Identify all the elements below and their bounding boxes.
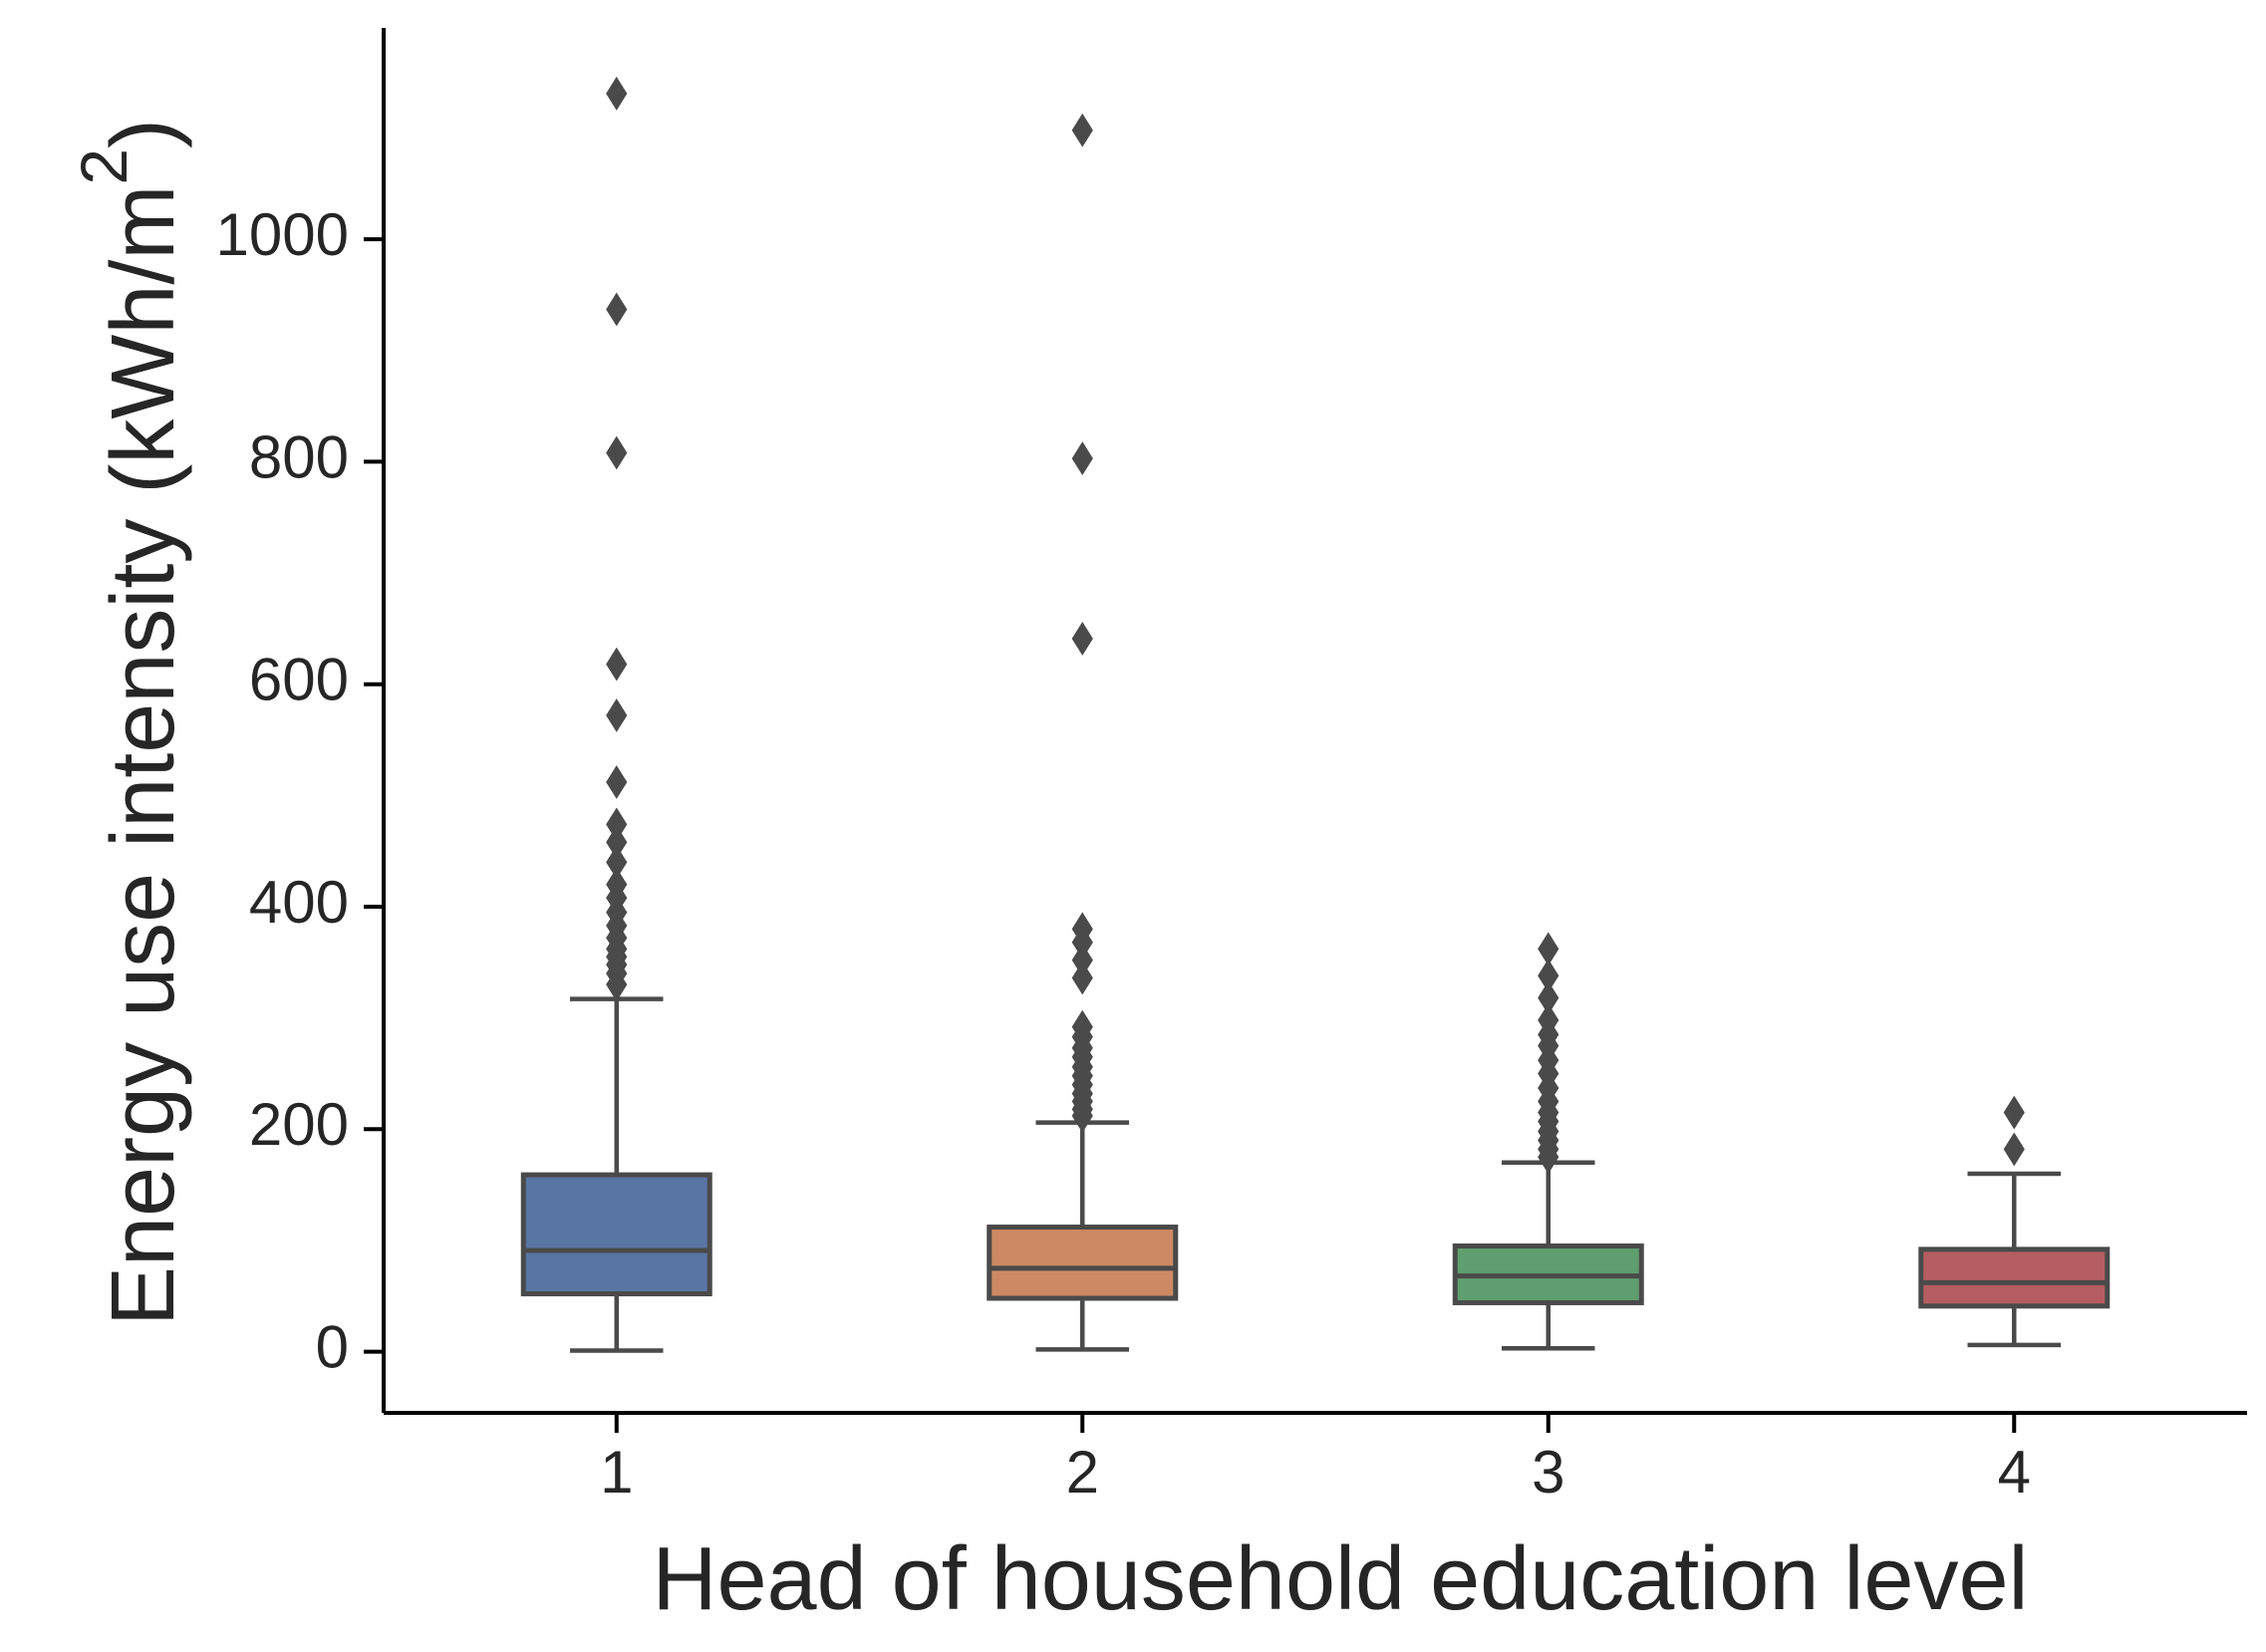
y-axis-title-superscript: 2 (67, 148, 141, 185)
outlier-point (606, 845, 628, 880)
outlier-point (1071, 1009, 1093, 1044)
box (520, 1172, 712, 1297)
box-group-4 (1918, 1095, 2111, 1348)
outlier-point (1071, 961, 1093, 995)
x-tick-label: 3 (1532, 1439, 1564, 1506)
outlier-point (606, 698, 628, 732)
outlier-point (1071, 943, 1093, 977)
x-tick-label: 4 (1998, 1439, 2031, 1506)
outlier-point (1071, 912, 1093, 947)
outlier-point (1538, 932, 1559, 966)
y-tick-label: 600 (249, 647, 349, 713)
outlier-point (606, 825, 628, 860)
outlier-point (1071, 621, 1093, 656)
outlier-point (606, 807, 628, 842)
y-tick-label: 400 (249, 869, 349, 936)
svg-text:Energy use intensity (kWh/m2): Energy use intensity (kWh/m2) (67, 119, 192, 1326)
axes: 0 200 400 600 800 1000 1 2 3 4 (216, 28, 2247, 1506)
outlier-point (2003, 1132, 2025, 1167)
y-tick-label: 1000 (216, 201, 349, 268)
outlier-point (2003, 1095, 2025, 1130)
y-axis-title-close: ) (94, 119, 193, 148)
y-tick-label: 200 (249, 1091, 349, 1158)
outlier-point (606, 292, 628, 327)
box (987, 1225, 1179, 1301)
outlier-point (1538, 959, 1559, 993)
y-tick-label: 0 (316, 1313, 349, 1380)
outlier-point (1538, 1002, 1559, 1037)
outlier-point (606, 867, 628, 902)
outlier-point (606, 647, 628, 682)
outlier-point (1538, 980, 1559, 1015)
outlier-point (606, 76, 628, 111)
box-group-3 (1452, 932, 1644, 1351)
y-axis-title-main: Energy use intensity (kWh/m (94, 185, 193, 1326)
box-group-1 (520, 76, 712, 1353)
box (1918, 1246, 2111, 1309)
outlier-point (1071, 441, 1093, 476)
outlier-point (1071, 113, 1093, 147)
y-axis-title: Energy use intensity (kWh/m2) (67, 119, 192, 1326)
outlier-point (606, 765, 628, 799)
x-axis-title: Head of household education level (652, 1529, 2028, 1629)
x-tick-label: 2 (1066, 1439, 1099, 1506)
box-group-2 (987, 113, 1179, 1352)
box-plots (520, 76, 2111, 1353)
outlier-point (606, 435, 628, 470)
y-tick-label: 800 (249, 423, 349, 490)
x-tick-label: 1 (600, 1439, 633, 1506)
